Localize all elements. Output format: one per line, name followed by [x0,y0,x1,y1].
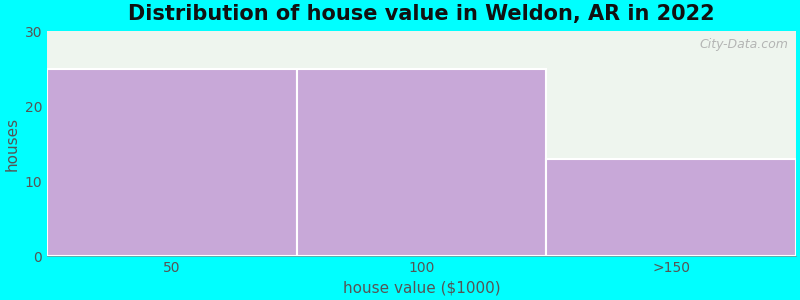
Y-axis label: houses: houses [4,117,19,171]
Title: Distribution of house value in Weldon, AR in 2022: Distribution of house value in Weldon, A… [128,4,715,24]
Bar [546,159,796,256]
Text: City-Data.com: City-Data.com [699,38,788,51]
Bar [47,69,297,256]
Bar [297,69,546,256]
X-axis label: house value ($1000): house value ($1000) [342,281,500,296]
